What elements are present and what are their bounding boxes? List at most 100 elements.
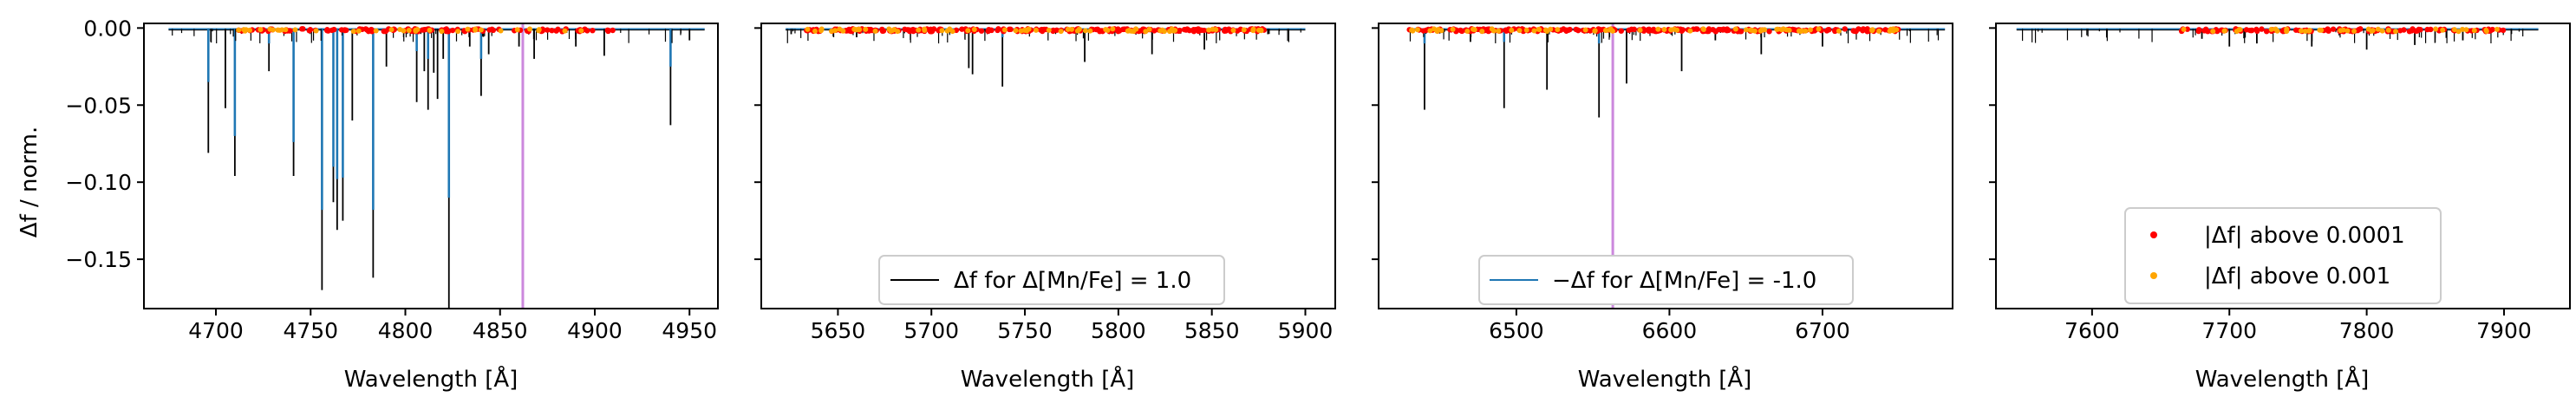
marker-red <box>1860 26 1867 32</box>
marker-orange <box>1523 27 1529 33</box>
marker-orange <box>1496 28 1502 34</box>
marker-orange <box>1592 28 1598 34</box>
marker-orange <box>965 28 971 34</box>
marker-orange <box>1544 28 1550 34</box>
marker-orange <box>2393 29 2399 35</box>
marker-red <box>1006 26 1013 33</box>
x-tick-label: 5900 <box>1278 318 1334 343</box>
marker-orange <box>949 29 955 35</box>
marker-orange <box>1427 28 1433 34</box>
x-axis-label-1: Wavelength [Å] <box>344 365 518 393</box>
marker-orange <box>1105 28 1111 34</box>
marker-orange <box>413 28 419 34</box>
marker-red <box>2292 27 2299 33</box>
marker-red <box>1882 27 1888 33</box>
marker-orange <box>1076 26 1082 32</box>
x-tick-label: 6600 <box>1642 318 1698 343</box>
marker-orange <box>1250 26 1256 32</box>
marker-orange <box>1743 27 1749 33</box>
marker-red <box>342 27 349 34</box>
marker-orange <box>2317 27 2323 33</box>
marker-red <box>910 28 916 35</box>
marker-orange <box>944 28 950 34</box>
marker-red <box>545 27 551 33</box>
marker-orange <box>1661 26 1667 32</box>
marker-red <box>1694 26 1700 32</box>
x-axis-label-3: Wavelength [Å] <box>1578 365 1752 393</box>
x-tick-label: 4800 <box>378 318 434 343</box>
marker-orange <box>313 28 319 34</box>
panel-4: 7600 7700 7800 7900 <box>1989 23 2571 343</box>
marker-red <box>879 28 886 35</box>
marker-orange <box>373 28 379 34</box>
marker-orange <box>2494 26 2500 32</box>
legend-2-label: Δf for Δ[Mn/Fe] = 1.0 <box>954 268 1191 294</box>
marker-red <box>1724 26 1731 32</box>
marker-orange <box>1807 27 1813 33</box>
marker-orange <box>1013 28 1019 34</box>
x-tick-label: 4750 <box>283 318 338 343</box>
marker-orange <box>2440 27 2446 33</box>
marker-orange <box>1637 27 1643 33</box>
marker-red <box>1628 26 1634 33</box>
marker-orange <box>2344 28 2351 34</box>
marker-orange <box>2268 26 2274 32</box>
marker-orange <box>1749 27 1755 33</box>
marker-orange <box>247 27 253 33</box>
marker-red <box>364 27 370 33</box>
axes-frame <box>1995 23 2571 309</box>
marker-orange <box>292 27 298 33</box>
legend-3: −Δf for Δ[Mn/Fe] = -1.0 <box>1478 255 1854 305</box>
marker-red <box>928 26 934 33</box>
marker-red <box>2325 28 2331 34</box>
marker-red <box>1222 26 1229 33</box>
marker-orange <box>2379 28 2385 34</box>
marker-orange <box>1018 28 1024 34</box>
marker-red <box>2263 28 2270 35</box>
marker-orange <box>439 29 445 35</box>
marker-red <box>1458 27 1464 34</box>
marker-red <box>368 29 375 35</box>
marker-orange <box>1471 27 1477 33</box>
marker-orange <box>1133 26 1139 32</box>
marker-red <box>988 27 995 34</box>
marker-orange <box>1786 27 1792 33</box>
marker-orange <box>2306 27 2312 33</box>
marker-red <box>605 28 611 35</box>
marker-orange <box>258 27 264 33</box>
marker-orange <box>916 27 922 33</box>
marker-red <box>2500 27 2507 34</box>
marker-orange <box>1816 26 1822 32</box>
legend-4-marker-red <box>2150 231 2157 238</box>
marker-orange <box>1450 26 1456 32</box>
marker-orange <box>1046 27 1052 33</box>
marker-red <box>590 27 596 34</box>
x-tick-label: 7600 <box>2064 318 2120 343</box>
marker-orange <box>1516 28 1523 34</box>
marker-orange <box>1161 29 1167 35</box>
marker-orange <box>1700 26 1706 32</box>
x-axis-label-2: Wavelength [Å] <box>961 365 1135 393</box>
marker-orange <box>2273 26 2279 32</box>
marker-orange <box>1758 28 1764 34</box>
marker-orange <box>840 28 846 34</box>
marker-red <box>1116 28 1123 34</box>
marker-orange <box>805 26 811 32</box>
marker-red <box>549 27 555 34</box>
marker-orange <box>536 28 542 34</box>
marker-orange <box>478 27 484 33</box>
marker-orange <box>1024 28 1030 34</box>
marker-orange <box>1797 29 1803 35</box>
marker-red <box>449 27 456 34</box>
y-axis-label: Δf / norm. <box>16 127 42 238</box>
marker-orange <box>283 27 289 33</box>
marker-orange <box>1582 27 1588 33</box>
marker-orange <box>1410 28 1416 34</box>
marker-orange <box>2302 29 2308 35</box>
marker-red <box>381 28 387 35</box>
marker-red <box>1842 26 1848 32</box>
marker-orange <box>1464 29 1471 35</box>
marker-red <box>2428 26 2434 33</box>
x-tick-label: 4700 <box>188 318 244 343</box>
